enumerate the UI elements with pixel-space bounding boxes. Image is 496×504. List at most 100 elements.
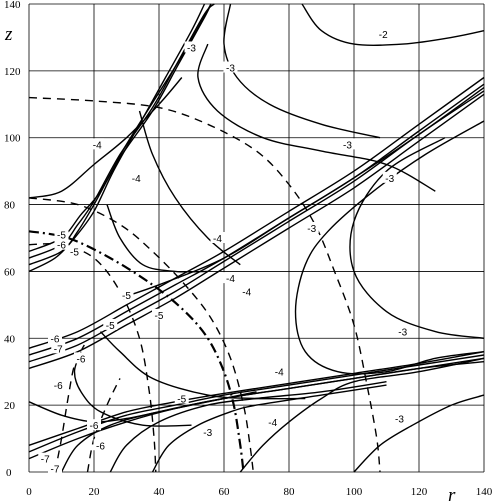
contour-label-bg: [67, 245, 82, 257]
contour-label-text: -4: [226, 274, 235, 285]
contour-level-label: -7: [38, 452, 53, 466]
contour-level-label: -6: [48, 332, 62, 345]
contour-label-text: -4: [132, 174, 141, 185]
x-tick-label: 60: [219, 486, 231, 498]
solid-contour-line: [239, 357, 485, 473]
y-tick-label: 100: [4, 133, 21, 145]
contour-level-label: -3: [392, 412, 407, 426]
contour-level-label: -4: [210, 232, 225, 245]
contour-label-text: -3: [226, 64, 235, 75]
contour-label-bg: [376, 28, 391, 40]
contour-label-bg: [223, 61, 238, 73]
contour-label-text: -3: [395, 415, 404, 426]
contour-label-bg: [119, 288, 134, 300]
contour-label-text: -6: [57, 241, 66, 252]
contour-label-text: -5: [177, 394, 186, 405]
contour-label-bg: [54, 238, 69, 250]
contour-label-bg: [340, 138, 355, 150]
contour-label-bg: [392, 412, 407, 424]
contour-level-label: -5: [103, 318, 118, 332]
contour-label-bg: [48, 332, 62, 344]
contour-labels: -2 -3 -3 -3 -3 -3 -3 -3 -3 -4 -4 -4 -4 -4 -4 -4 -5 -5 -5 -5…: [38, 28, 410, 476]
x-tick-label: 80: [284, 486, 296, 498]
contour-label-bg: [239, 285, 254, 297]
contour-label-bg: [382, 171, 397, 183]
contour-level-label: -6: [51, 379, 66, 392]
contour-level-label: -6: [87, 419, 101, 432]
contour-label-text: -3: [187, 43, 196, 54]
contour-label-text: -7: [54, 344, 63, 355]
solid-contour-line: [119, 87, 485, 299]
contour-level-label: -5: [152, 308, 166, 322]
contour-label-text: -7: [41, 455, 50, 466]
solid-contour-line: [301, 3, 485, 47]
solid-contour-line: [100, 331, 306, 400]
contour-label-bg: [200, 425, 215, 437]
contour-label-text: -5: [106, 321, 115, 332]
dashed-curve-line: [28, 197, 254, 473]
contour-label-bg: [304, 221, 319, 233]
contour-label-text: -5: [155, 311, 164, 322]
contour-label-text: -3: [307, 224, 316, 235]
dashdot-curve-line: [28, 230, 245, 473]
contour-label-bg: [129, 171, 144, 183]
contour-label-text: -4: [242, 287, 251, 298]
contour-level-label: -6: [74, 352, 88, 365]
contour-label-text: -6: [90, 421, 99, 432]
contour-level-label: -4: [265, 415, 280, 429]
contour-label-bg: [103, 318, 118, 330]
contour-label-bg: [90, 138, 105, 150]
contour-level-label: -3: [395, 325, 410, 339]
contour-curves: [28, 3, 485, 473]
contour-level-label: -4: [90, 138, 105, 151]
contour-label-bg: [51, 379, 66, 391]
contour-label-text: -3: [385, 174, 394, 185]
contour-level-label: -3: [200, 425, 215, 439]
contour-label-bg: [51, 342, 66, 354]
solid-contour-line: [28, 391, 257, 423]
solid-contour-line: [28, 77, 183, 199]
contour-label-bg: [174, 392, 189, 404]
solid-contour-line: [106, 204, 208, 273]
solid-contour-line: [223, 3, 381, 139]
contour-label-text: -4: [268, 418, 277, 429]
contour-level-label: -3: [223, 61, 238, 75]
contour-label-bg: [184, 41, 199, 53]
x-tick-label: 20: [89, 486, 101, 498]
x-tick-label: 140: [476, 486, 493, 498]
y-tick-label: 0: [6, 467, 12, 479]
solid-contour-line: [73, 351, 192, 427]
solid-contour-line: [28, 3, 212, 266]
contour-label-text: -5: [57, 231, 66, 242]
contour-level-label: -5: [174, 392, 189, 405]
contour-label-text: -5: [122, 291, 131, 302]
solid-contour-line: [28, 76, 485, 349]
y-tick-label: 120: [4, 66, 21, 78]
contour-level-label: -4: [129, 171, 144, 185]
contour-level-label: -5: [67, 245, 82, 258]
contour-level-label: -2: [376, 28, 391, 41]
solid-contour-line: [197, 43, 436, 192]
contour-label-bg: [152, 308, 166, 320]
contour-level-label: -4: [239, 285, 254, 298]
contour-label-text: -6: [54, 381, 63, 392]
grid: [28, 3, 485, 473]
contour-label-bg: [54, 228, 69, 240]
contour-level-label: -7: [48, 462, 62, 476]
contour-level-label: -4: [272, 365, 287, 379]
contour-level-label: -5: [119, 288, 134, 302]
y-tick-label: 140: [4, 0, 21, 11]
contour-level-label: -7: [51, 342, 66, 355]
y-tick-label: 80: [4, 200, 16, 212]
contour-label-text: -4: [93, 140, 102, 151]
solid-contour-line: [349, 137, 485, 339]
contour-label-bg: [93, 439, 108, 451]
contour-label-text: -4: [213, 234, 222, 245]
contour-label-text: -3: [343, 140, 352, 151]
contour-label-bg: [223, 272, 238, 284]
contour-label-text: -6: [77, 354, 86, 365]
contour-level-label: -3: [382, 171, 397, 185]
x-tick-label: 100: [346, 486, 363, 498]
solid-contour-line: [151, 384, 387, 473]
contour-label-text: -6: [96, 441, 105, 452]
